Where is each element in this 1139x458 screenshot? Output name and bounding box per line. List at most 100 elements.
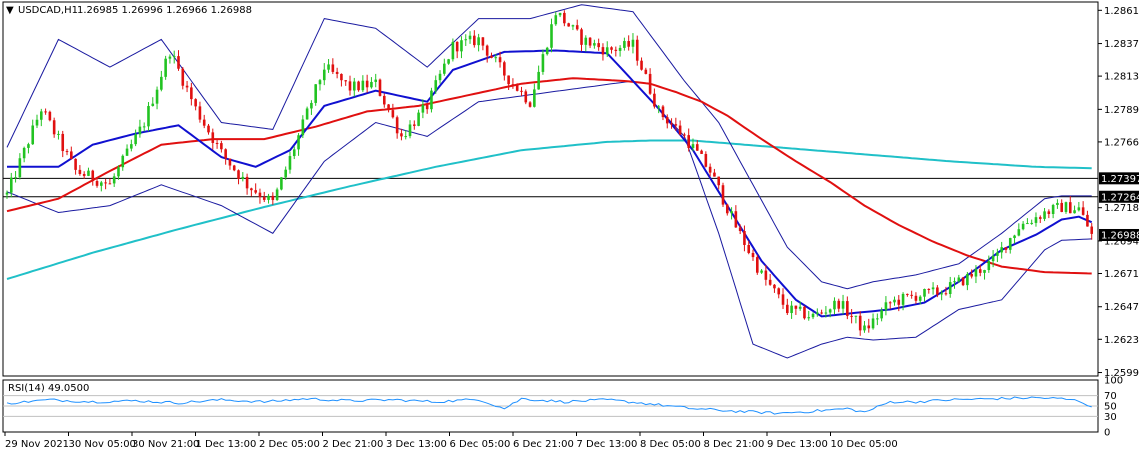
candle-bear xyxy=(348,81,352,91)
candle-bear xyxy=(61,133,65,152)
candle-bull xyxy=(168,56,172,59)
candle-bear xyxy=(961,277,965,286)
candle-bull xyxy=(884,302,888,311)
candle-bear xyxy=(528,102,532,107)
candle-bull xyxy=(494,57,498,59)
candle-bear xyxy=(910,294,913,296)
candle-bear xyxy=(455,41,459,52)
candle-bull xyxy=(35,119,39,126)
candle-bear xyxy=(563,12,566,24)
candle-bear xyxy=(858,315,862,331)
candle-bear xyxy=(425,104,429,110)
candle-bear xyxy=(507,75,510,85)
candle-bull xyxy=(280,177,283,190)
candle-bull xyxy=(1008,238,1012,250)
rsi-label: RSI(14) 49.0500 xyxy=(8,383,89,394)
candle-bear xyxy=(764,270,768,280)
candle-bear xyxy=(897,299,901,305)
x-tick-label: 10 Dec 05:00 xyxy=(831,439,898,450)
candle-bull xyxy=(863,325,866,331)
candle-bear xyxy=(567,23,570,27)
candle-bull xyxy=(957,277,961,282)
y-tick-label: 1.28610 xyxy=(1104,6,1139,17)
candle-bear xyxy=(228,158,232,166)
candle-bull xyxy=(631,39,635,47)
candle-bear xyxy=(751,252,755,258)
candle-bear xyxy=(357,81,360,91)
candle-bull xyxy=(618,47,622,51)
candle-bull xyxy=(147,105,150,127)
candle-bull xyxy=(841,301,845,309)
candle-bull xyxy=(623,41,626,48)
candle-bull xyxy=(996,252,999,256)
candle-bull xyxy=(318,80,322,85)
candle-bear xyxy=(378,79,382,96)
candle-bull xyxy=(121,155,125,168)
candle-bull xyxy=(790,305,793,314)
candle-bear xyxy=(194,99,197,107)
candle-bull xyxy=(730,211,733,214)
y-tick-label: 1.27185 xyxy=(1104,203,1139,214)
candle-bull xyxy=(571,25,575,27)
candle-bear xyxy=(490,55,493,58)
candle-bull xyxy=(983,270,986,273)
x-tick-label: 3 Dec 13:00 xyxy=(386,439,447,450)
candle-bear xyxy=(888,302,892,304)
candle-bear xyxy=(232,165,236,171)
candle-bull xyxy=(22,147,26,159)
candle-bull xyxy=(87,170,90,176)
candle-bear xyxy=(413,124,416,126)
candle-bull xyxy=(438,73,442,81)
x-tick-label: 8 Dec 05:00 xyxy=(640,439,701,450)
x-tick-label: 2 Dec 05:00 xyxy=(259,439,320,450)
candle-bear xyxy=(215,142,219,144)
candle-bull xyxy=(893,299,896,303)
candle-bear xyxy=(846,301,849,316)
y-tick-label: 1.28370 xyxy=(1104,39,1139,50)
dropdown-arrow-icon[interactable]: ▼ xyxy=(6,5,14,16)
candle-bull xyxy=(404,136,408,138)
candle-bear xyxy=(661,106,665,118)
candle-bull xyxy=(9,177,13,193)
candle-bear xyxy=(747,244,751,253)
x-tick-label: 2 Dec 21:00 xyxy=(323,439,384,450)
candle-bull xyxy=(901,293,905,305)
candle-bull xyxy=(816,312,819,314)
y-tick-label: 1.28135 xyxy=(1104,72,1139,83)
candle-bear xyxy=(485,45,489,56)
candle-bear xyxy=(635,39,639,61)
candle-bear xyxy=(700,150,703,154)
candle-bull xyxy=(1034,217,1038,223)
candle-bull xyxy=(1026,223,1029,225)
candle-bull xyxy=(160,76,163,90)
candle-bear xyxy=(1060,202,1064,212)
candle-bear xyxy=(695,144,699,151)
candle-bull xyxy=(1077,207,1081,211)
candle-bull xyxy=(468,35,472,40)
candle-bear xyxy=(515,84,519,91)
candle-bear xyxy=(91,170,95,182)
candle-bear xyxy=(936,287,939,295)
price-tag-label: 1.27264 xyxy=(1101,192,1139,203)
candle-bull xyxy=(584,37,588,45)
candle-bull xyxy=(27,144,30,148)
candle-bull xyxy=(923,288,926,297)
candle-bull xyxy=(138,126,142,135)
candle-bull xyxy=(57,133,60,135)
candle-bull xyxy=(434,80,438,91)
candle-bear xyxy=(610,47,613,50)
candle-bull xyxy=(593,43,596,46)
candle-bear xyxy=(387,104,390,111)
candle-bear xyxy=(207,125,210,133)
candle-bull xyxy=(1017,229,1021,236)
candle-bear xyxy=(914,295,918,301)
candle-bear xyxy=(683,134,686,136)
x-tick-label: 30 Nov 21:00 xyxy=(132,439,199,450)
candle-bull xyxy=(948,282,952,294)
candle-bull xyxy=(871,318,875,329)
y-tick-label: 1.27895 xyxy=(1104,105,1139,116)
candle-bull xyxy=(1043,211,1046,219)
y-tick-label: 1.27660 xyxy=(1104,137,1139,148)
